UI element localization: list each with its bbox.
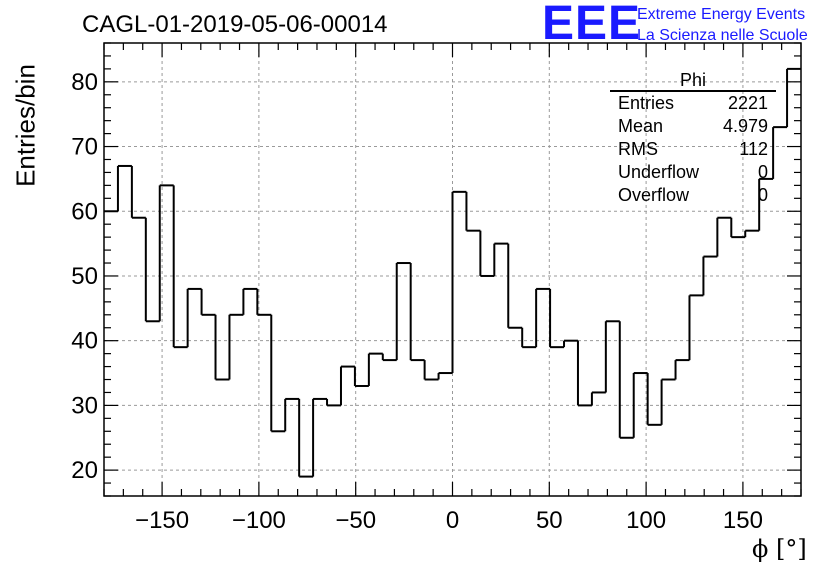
tick-labels: −150 −100 −50 0 50 100 150 20 30 40 50 60 70 80 <box>71 69 763 534</box>
stats-label: Entries <box>618 93 675 113</box>
stats-box: Phi Entries 2221 Mean 4.979 RMS 112 Unde… <box>610 70 776 207</box>
stats-value: 0 <box>757 185 768 205</box>
x-tick-label: −100 <box>232 507 286 534</box>
x-tick-label: −150 <box>135 507 189 534</box>
stats-label: Underflow <box>618 162 700 182</box>
x-tick-label: −50 <box>335 507 376 534</box>
x-tick-label: 50 <box>536 507 563 534</box>
y-tick-label: 40 <box>71 328 98 355</box>
stats-row-entries: Entries 2221 <box>610 92 776 115</box>
eee-logo-text: Extreme Energy Events La Scienza nelle S… <box>637 4 808 46</box>
stats-title: Phi <box>610 70 776 92</box>
stats-row-underflow: Underflow 0 <box>610 161 776 184</box>
y-tick-label: 30 <box>71 392 98 419</box>
y-axis-label: Entries/bin <box>10 64 41 187</box>
y-tick-label: 80 <box>71 69 98 96</box>
stats-row-rms: RMS 112 <box>610 138 776 161</box>
histogram-bins <box>104 67 801 478</box>
stats-label: Overflow <box>618 185 690 205</box>
y-tick-label: 70 <box>71 134 98 161</box>
stats-row-overflow: Overflow 0 <box>610 184 776 207</box>
stats-row-mean: Mean 4.979 <box>610 115 776 138</box>
x-axis-label: ϕ [°] <box>752 535 807 563</box>
stats-label: RMS <box>618 139 658 159</box>
stats-label: Mean <box>618 116 664 136</box>
stats-value: 112 <box>739 139 768 159</box>
chart-title: CAGL-01-2019-05-06-00014 <box>82 11 388 38</box>
y-tick-label: 20 <box>71 457 98 484</box>
x-tick-label: 100 <box>626 507 666 534</box>
y-tick-label: 50 <box>71 263 98 290</box>
x-tick-label: 150 <box>723 507 763 534</box>
logo-line-1: Extreme Energy Events <box>637 6 806 23</box>
stats-value: 2221 <box>727 93 768 113</box>
y-tick-label: 60 <box>71 198 98 225</box>
eee-logo: EEE <box>542 0 642 50</box>
x-tick-label: 0 <box>446 507 459 534</box>
stats-value: 4.979 <box>722 116 768 136</box>
logo-line-2: La Scienza nelle Scuole <box>637 27 808 44</box>
axis-ticks <box>103 42 802 497</box>
stats-value: 0 <box>757 162 768 182</box>
